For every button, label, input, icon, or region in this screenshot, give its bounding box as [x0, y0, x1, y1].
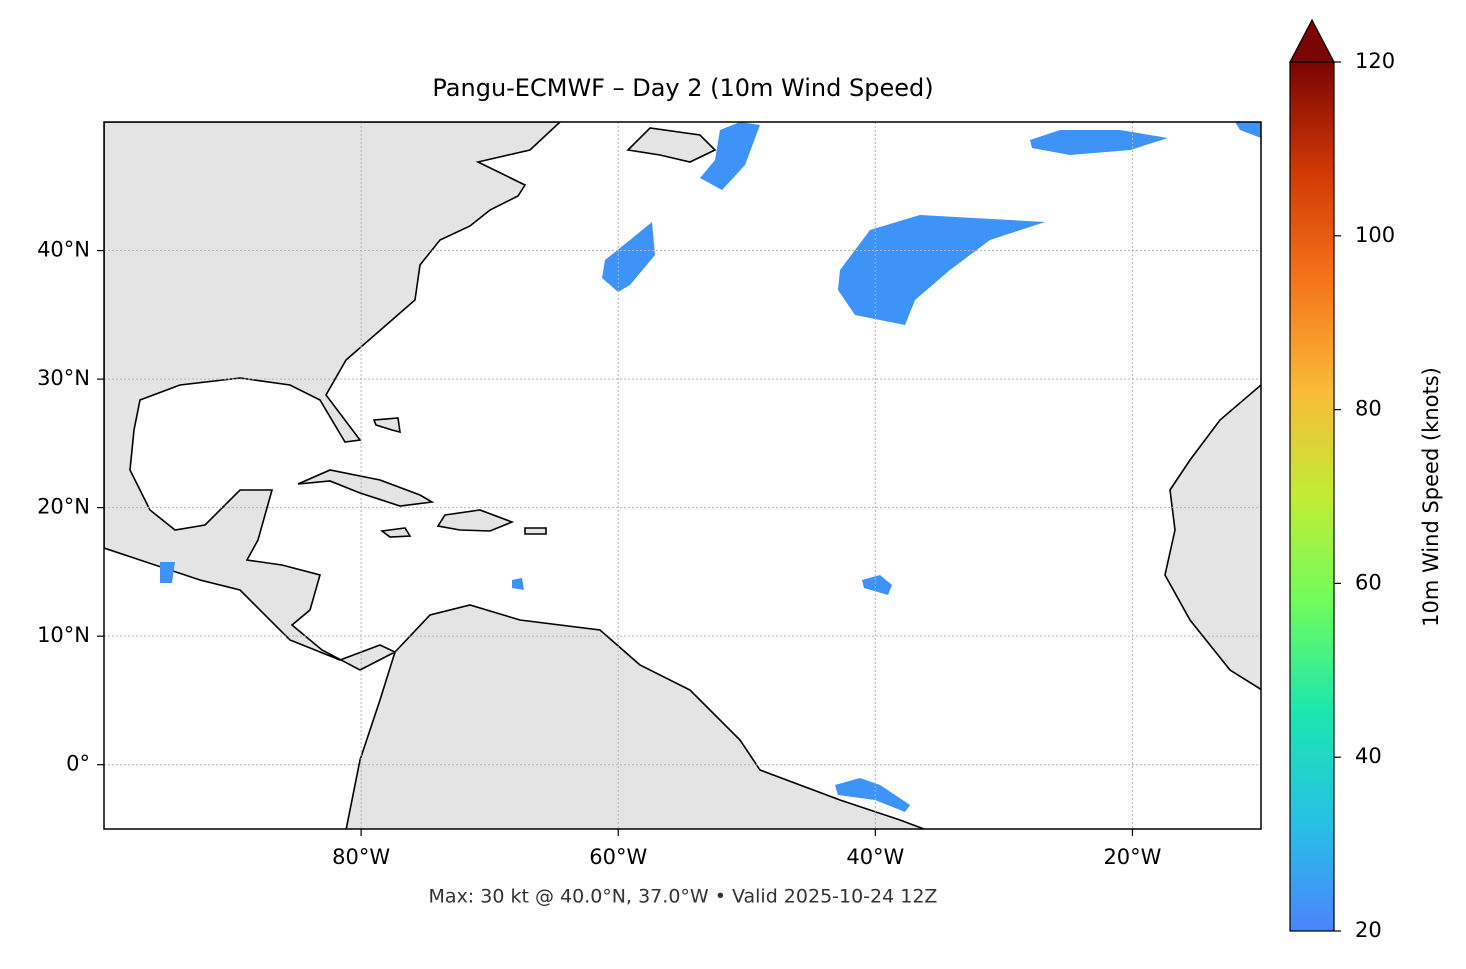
y-tick-label: 10°N — [37, 623, 90, 647]
south-america — [345, 604, 927, 829]
wind-blob — [602, 222, 655, 292]
wind-blob — [512, 578, 524, 590]
north-america — [104, 122, 562, 671]
wind-blob — [1030, 130, 1168, 155]
colorbar-tick-label: 40 — [1355, 744, 1382, 768]
wind-blob — [1235, 122, 1261, 138]
hispaniola — [436, 509, 515, 532]
puerto-rico — [524, 527, 547, 535]
wind-blob — [835, 778, 910, 812]
wind-blob — [700, 122, 760, 190]
chart-title: Pangu-ECMWF – Day 2 (10m Wind Speed) — [432, 74, 933, 102]
colorbar-tick-label: 100 — [1355, 223, 1395, 247]
wind-blob — [838, 215, 1045, 325]
colorbar-tick-label: 120 — [1355, 49, 1395, 73]
colorbar-label: 10m Wind Speed (knots) — [1419, 367, 1443, 627]
africa — [1164, 384, 1261, 691]
annotation: Max: 30 kt @ 40.0°N, 37.0°W • Valid 2025… — [429, 886, 938, 908]
wind-blob — [160, 562, 175, 583]
colorbar — [1289, 61, 1335, 932]
x-tick-label: 80°W — [332, 845, 390, 869]
colorbar-tick-label: 80 — [1355, 397, 1382, 421]
y-tick-label: 30°N — [37, 366, 90, 390]
map-layer — [104, 122, 1261, 829]
wind-blob — [862, 575, 892, 595]
y-tick-label: 40°N — [37, 238, 90, 262]
x-tick-label: 40°W — [846, 845, 904, 869]
y-tick-label: 0° — [66, 752, 90, 776]
bahamas — [372, 417, 401, 434]
x-tick-label: 60°W — [589, 845, 647, 869]
colorbar-tick-label: 60 — [1355, 570, 1382, 594]
jamaica — [379, 527, 412, 538]
colorbar-extend — [1289, 18, 1335, 63]
cuba — [297, 469, 435, 507]
newfoundland — [626, 127, 717, 163]
x-tick-label: 20°W — [1103, 845, 1161, 869]
y-tick-label: 20°N — [37, 495, 90, 519]
colorbar-tick-label: 20 — [1355, 918, 1382, 942]
map-frame — [103, 121, 1262, 830]
